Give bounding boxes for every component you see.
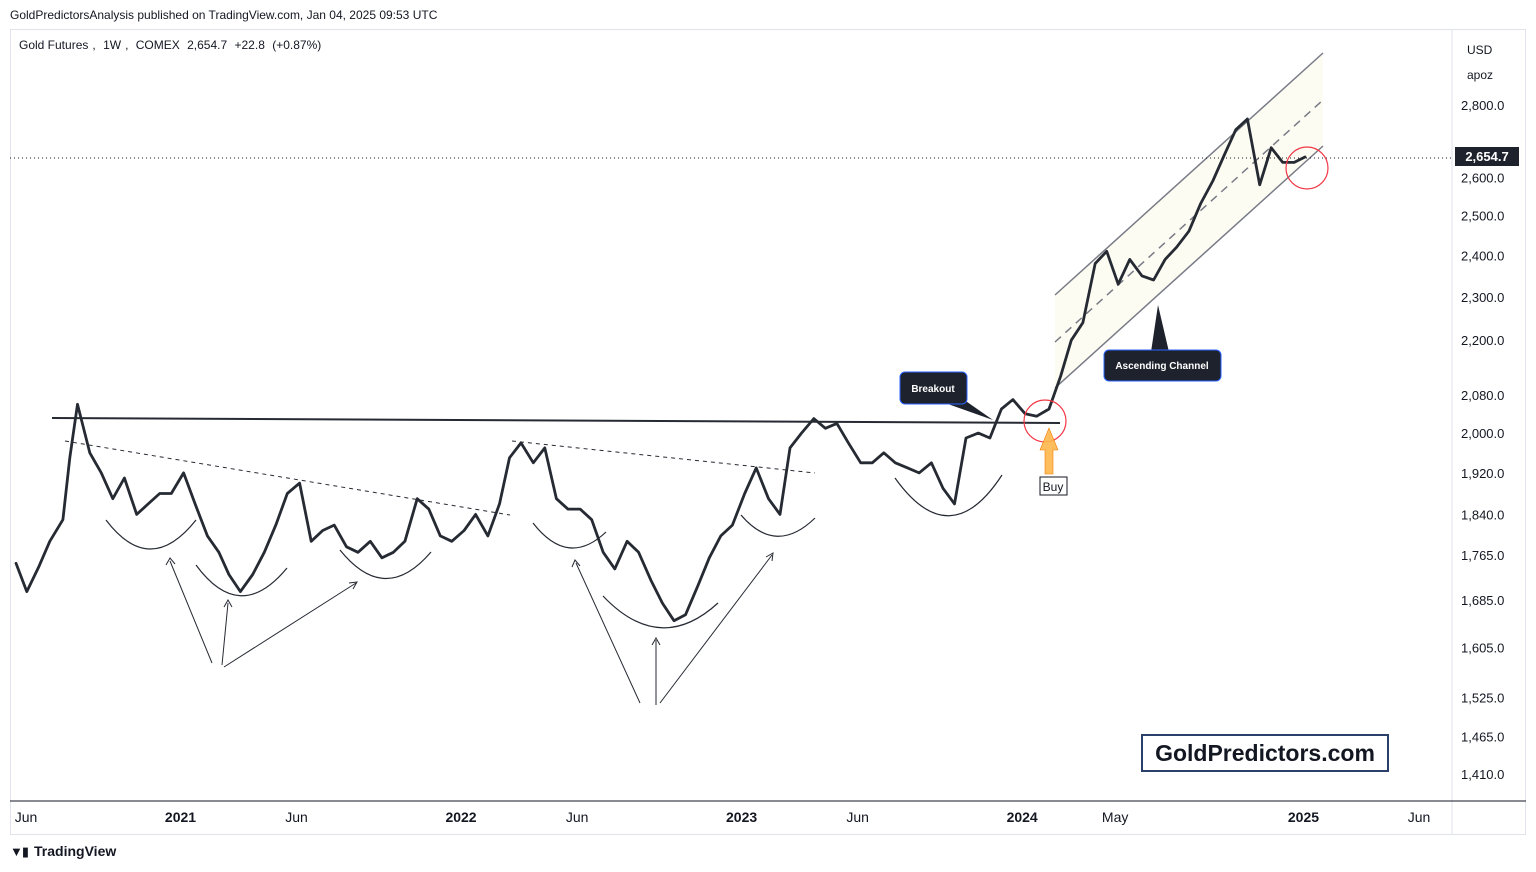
channel-callout-label: Ascending Channel: [1115, 361, 1209, 372]
symbol-legend[interactable]: Gold Futures, 1W, COMEX 2,654.7 +22.8 (+…: [19, 38, 322, 52]
price-tick-label: 2,080.0: [1461, 388, 1504, 403]
price-tick-label: 2,500.0: [1461, 209, 1504, 224]
chart-frame: [10, 29, 1526, 835]
channel-callout-box[interactable]: [1103, 349, 1222, 382]
price-tick-label: 2,300.0: [1461, 290, 1504, 305]
footer-brand: TradingView: [34, 843, 117, 859]
channel-midline: [1054, 99, 1324, 343]
price-tick-label: 2,000.0: [1461, 426, 1504, 441]
price-axis[interactable]: 2,800.0 2,600.0 2,500.0 2,400.0 2,300.0 2,200…: [1461, 98, 1504, 782]
tradingview-footer[interactable]: ▼▮ TradingView: [10, 843, 116, 860]
cup-arc: [740, 514, 816, 537]
buy-arrow-icon: [1039, 427, 1059, 475]
arrowhead: [348, 581, 358, 590]
resistance-line: [51, 417, 1061, 424]
price-tick-label: 1,920.0: [1461, 466, 1504, 481]
legend-exchange: COMEX: [135, 38, 180, 52]
channel-upper-line: [1054, 52, 1324, 296]
trendline-2020-2021: [64, 440, 511, 516]
price-series-line: [14, 117, 1307, 623]
pattern-arrows: [165, 552, 774, 705]
cup-arcs: [105, 474, 1003, 629]
cup-arc: [195, 564, 288, 597]
arrow-line: [659, 554, 773, 704]
arrowhead: [571, 559, 581, 568]
cup-arc: [894, 474, 1003, 517]
arrowhead: [223, 598, 233, 608]
time-tick-label: Jun: [15, 809, 38, 825]
time-tick-label: 2022: [445, 809, 476, 825]
time-tick-label: Jun: [566, 809, 589, 825]
time-tick-label: 2021: [165, 809, 196, 825]
legend-symbol: Gold Futures: [19, 38, 89, 52]
price-tick-label: 1,465.0: [1461, 730, 1504, 745]
arrowhead: [651, 636, 661, 646]
goldpredictors-watermark: GoldPredictors.com: [1141, 734, 1389, 772]
retest-circle-highlight: [1285, 146, 1329, 190]
legend-change: +22.8: [234, 38, 265, 52]
buy-circle-highlight: [1023, 399, 1067, 443]
cup-arc: [339, 549, 432, 580]
time-tick-label: 2023: [726, 809, 757, 825]
current-price-tag: 2,654.7: [1455, 147, 1519, 167]
cup-arc: [105, 519, 197, 550]
price-tick-label: 2,800.0: [1461, 98, 1504, 113]
arrow-line: [223, 582, 357, 668]
buy-label: Buy: [1043, 480, 1064, 494]
trendline-2022-2023: [511, 440, 816, 474]
price-tick-label: 1,410.0: [1461, 767, 1504, 782]
scale-mode-label[interactable]: apoz: [1467, 68, 1494, 82]
breakout-callout-label: Breakout: [911, 384, 955, 395]
publisher-line: GoldPredictorsAnalysis published on Trad…: [10, 8, 438, 22]
time-tick-label: Jun: [285, 809, 308, 825]
arrowhead: [765, 552, 774, 562]
legend-interval: 1W: [103, 38, 122, 52]
arrow-line: [221, 602, 229, 666]
price-tick-label: 2,200.0: [1461, 333, 1504, 348]
price-tick-label: 1,840.0: [1461, 507, 1504, 522]
time-tick-label: Jun: [1408, 809, 1431, 825]
ascending-channel-fill: [1055, 53, 1323, 388]
breakout-callout-box[interactable]: [899, 371, 968, 405]
arrow-line: [169, 560, 213, 664]
time-tick-label: May: [1102, 809, 1128, 825]
channel-callout-pointer: [1151, 305, 1169, 352]
legend-change-pct: (+0.87%): [272, 38, 322, 52]
cup-arc: [602, 595, 719, 629]
buy-label-box[interactable]: [1039, 476, 1068, 496]
channel-lower-line: [1054, 145, 1324, 389]
price-tick-label: 1,605.0: [1461, 641, 1504, 656]
time-tick-label: Jun: [846, 809, 869, 825]
tradingview-logo-icon: ▼▮: [10, 844, 29, 859]
currency-label: USD: [1467, 43, 1493, 57]
price-tick-label: 2,400.0: [1461, 248, 1504, 263]
price-tick-label: 1,685.0: [1461, 593, 1504, 608]
time-tick-label: 2025: [1288, 809, 1319, 825]
price-tick-label: 1,525.0: [1461, 691, 1504, 706]
price-tick-label: 2,600.0: [1461, 170, 1504, 185]
arrow-line: [575, 562, 641, 704]
time-axis[interactable]: Jun 2021 Jun 2022 Jun 2023 Jun 2024 May 2025 Jun: [15, 809, 1431, 825]
price-tick-label: 1,765.0: [1461, 548, 1504, 563]
legend-last-price: 2,654.7: [187, 38, 228, 52]
price-axis-units[interactable]: USD apoz: [1467, 38, 1493, 88]
arrowhead: [165, 557, 176, 566]
time-tick-label: 2024: [1007, 809, 1038, 825]
